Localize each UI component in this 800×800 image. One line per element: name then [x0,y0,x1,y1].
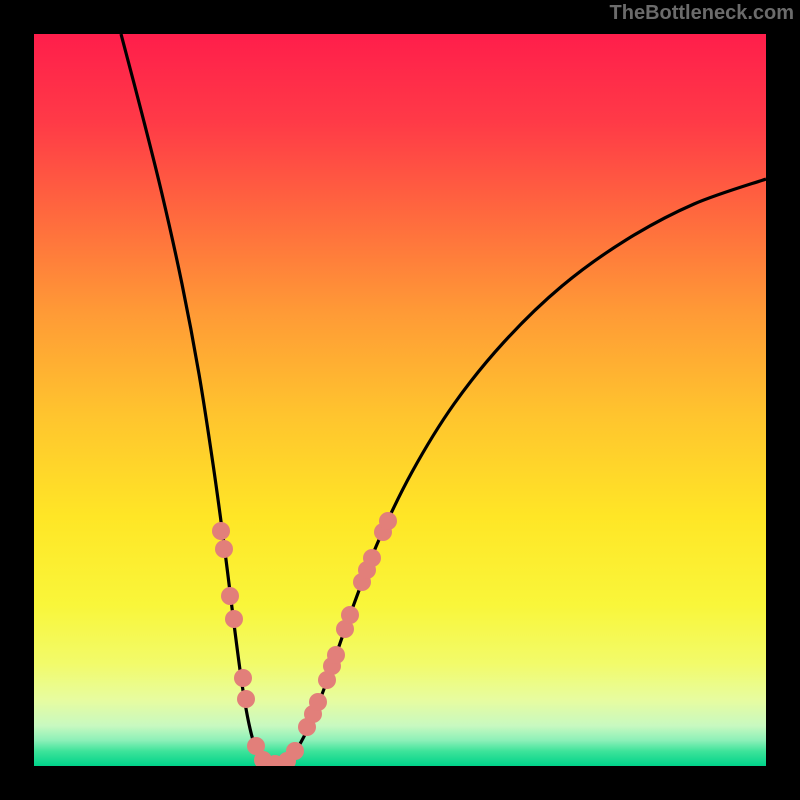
data-marker [379,512,397,530]
data-marker [286,742,304,760]
watermark-text: TheBottleneck.com [610,2,794,25]
curve-layer [34,34,766,766]
chart-container: TheBottleneck.com [0,0,800,800]
data-marker [363,549,381,567]
data-marker [221,587,239,605]
data-marker [309,693,327,711]
data-marker [215,540,233,558]
data-marker [234,669,252,687]
data-marker [327,646,345,664]
plot-area [34,34,766,766]
data-markers [212,512,397,766]
data-marker [237,690,255,708]
curve-right-branch [286,179,766,763]
data-marker [341,606,359,624]
curve-left-branch [121,34,265,763]
data-marker [212,522,230,540]
data-marker [225,610,243,628]
